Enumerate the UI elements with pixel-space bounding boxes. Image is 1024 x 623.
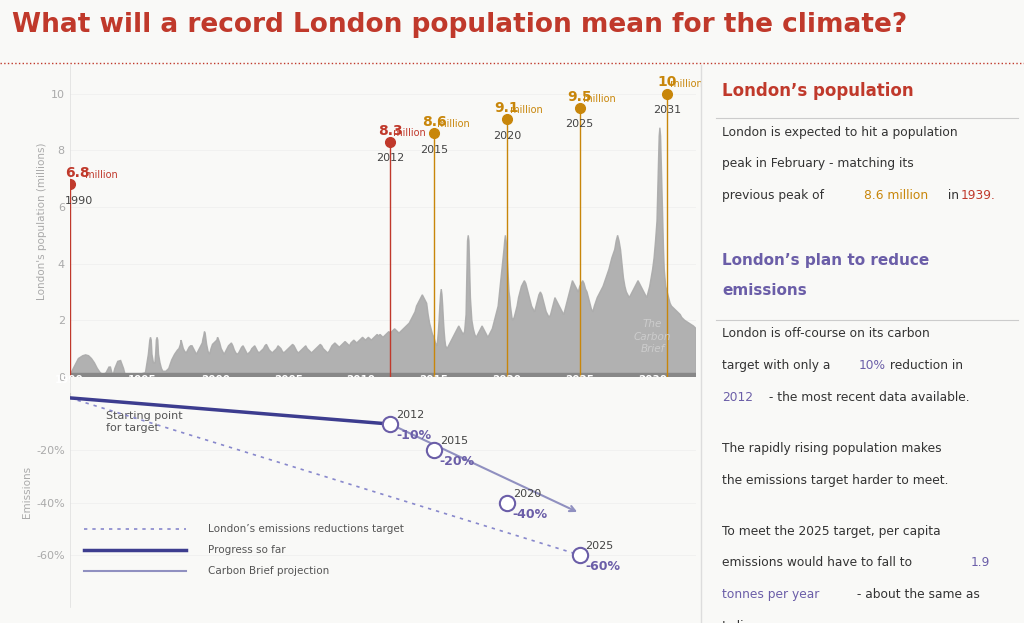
Text: peak in February - matching its: peak in February - matching its	[722, 158, 914, 171]
Text: Starting point
for target: Starting point for target	[106, 411, 182, 432]
Text: 2015: 2015	[420, 375, 449, 385]
Text: emissions: emissions	[722, 283, 807, 298]
Text: 2025: 2025	[565, 375, 594, 385]
Text: 2012: 2012	[396, 410, 424, 420]
Text: -60%: -60%	[586, 560, 621, 573]
Text: Carbon Brief projection: Carbon Brief projection	[208, 566, 330, 576]
Text: To meet the 2025 target, per capita: To meet the 2025 target, per capita	[722, 525, 941, 538]
Text: 8.3: 8.3	[378, 123, 402, 138]
Text: tonnes per year: tonnes per year	[722, 588, 819, 601]
Text: 9.5: 9.5	[567, 90, 592, 103]
Text: 2005: 2005	[273, 375, 303, 385]
Text: million: million	[82, 170, 118, 180]
Polygon shape	[70, 128, 696, 377]
Text: 2012: 2012	[722, 391, 754, 404]
Text: previous peak of: previous peak of	[722, 189, 828, 202]
Text: 10: 10	[657, 75, 677, 90]
Text: 2025: 2025	[565, 119, 594, 129]
Text: 1990: 1990	[66, 196, 93, 206]
Text: India.: India.	[722, 620, 756, 623]
Text: emissions would have to fall to: emissions would have to fall to	[722, 556, 916, 569]
Text: million: million	[390, 128, 426, 138]
Text: - about the same as: - about the same as	[853, 588, 980, 601]
Text: million: million	[434, 119, 470, 129]
Text: reduction in: reduction in	[886, 359, 963, 372]
Text: 1939.: 1939.	[962, 189, 996, 202]
Text: million: million	[668, 80, 702, 90]
Y-axis label: Emissions: Emissions	[22, 466, 32, 518]
Text: 1995: 1995	[128, 375, 157, 385]
Text: 2010: 2010	[346, 375, 376, 385]
Text: 1990: 1990	[55, 375, 84, 385]
Text: London is off-course on its carbon: London is off-course on its carbon	[722, 328, 930, 340]
Text: 2015: 2015	[420, 145, 449, 155]
Text: million: million	[580, 93, 615, 103]
Text: 2031: 2031	[653, 105, 681, 115]
Text: 9.1: 9.1	[495, 101, 519, 115]
Text: -10%: -10%	[396, 429, 431, 442]
Text: London’s emissions reductions target: London’s emissions reductions target	[208, 524, 403, 534]
Text: 2025: 2025	[586, 541, 613, 551]
Text: million: million	[507, 105, 543, 115]
Text: 2012: 2012	[376, 153, 404, 163]
Text: 2020: 2020	[493, 131, 521, 141]
Text: 6.8: 6.8	[66, 166, 90, 180]
Text: target with only a: target with only a	[722, 359, 835, 372]
Text: 8.6: 8.6	[422, 115, 446, 129]
Text: What will a record London population mean for the climate?: What will a record London population mea…	[12, 12, 907, 38]
Text: London’s population: London’s population	[722, 82, 913, 100]
Text: - the most recent data available.: - the most recent data available.	[765, 391, 970, 404]
Bar	[70, 373, 696, 387]
Text: -20%: -20%	[440, 455, 475, 468]
Text: 2000: 2000	[201, 375, 229, 385]
Y-axis label: London's population (millions): London's population (millions)	[37, 143, 47, 300]
Text: Progress so far: Progress so far	[208, 545, 286, 555]
Text: 10%: 10%	[859, 359, 886, 372]
Text: 2020: 2020	[513, 488, 541, 499]
Text: London’s plan to reduce: London’s plan to reduce	[722, 253, 930, 268]
Text: The
Carbon
Brief: The Carbon Brief	[634, 320, 672, 354]
Text: 2020: 2020	[493, 375, 521, 385]
Text: the emissions target harder to meet.: the emissions target harder to meet.	[722, 473, 948, 487]
Text: 2030: 2030	[638, 375, 667, 385]
Text: The rapidly rising population makes: The rapidly rising population makes	[722, 442, 942, 455]
Text: in: in	[944, 189, 963, 202]
Text: 1.9: 1.9	[971, 556, 990, 569]
Text: 2015: 2015	[440, 436, 468, 446]
Text: 8.6 million: 8.6 million	[863, 189, 928, 202]
Text: London is expected to hit a population: London is expected to hit a population	[722, 126, 957, 139]
Text: -40%: -40%	[513, 508, 548, 521]
